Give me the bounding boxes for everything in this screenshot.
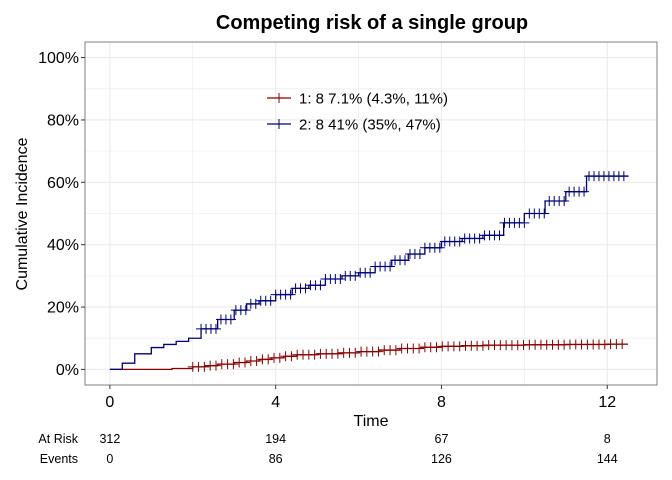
censor-mark [431,342,442,353]
x-axis: 0 4 8 12 [105,385,616,411]
risk-table-row-label: Events [40,452,78,466]
risk-table-value: 144 [597,452,618,466]
x-tick-label: 0 [105,394,114,411]
censor-mark [210,323,221,334]
censor-mark [617,339,628,350]
censor-mark [286,351,297,362]
censor-mark [251,355,262,366]
censor-mark [618,171,629,182]
censor-mark [373,346,384,357]
legend-label: 2: 8 41% (35%, 47%) [299,117,441,134]
risk-table-value: 0 [106,452,113,466]
y-tick-label: 40% [47,237,79,254]
x-axis-label: Time [354,413,389,430]
risk-table: At Risk 312 194 67 8 Events 0 86 126 144 [38,432,617,466]
y-tick-label: 20% [47,300,79,317]
censor-mark [434,242,445,253]
censor-mark [519,217,530,228]
y-tick-label: 0% [56,362,79,379]
censor-mark [399,255,410,266]
chart-title: Competing risk of a single group [216,12,528,34]
censor-mark [385,261,396,272]
censor-mark [477,340,488,351]
censor-mark [285,289,296,300]
y-axis-label: Cumulative Incidence [14,137,31,290]
legend: 1: 8 7.1% (4.3%, 11%) 2: 8 41% (35%, 47%) [267,91,448,134]
censor-mark [228,359,239,370]
y-tick-label: 80% [47,112,79,129]
x-tick-label: 8 [437,394,446,411]
censor-mark [274,352,285,363]
risk-table-value: 312 [99,432,120,446]
censor-mark [225,314,236,325]
censor-mark [365,267,376,278]
censor-mark [414,343,425,354]
censor-mark [265,295,276,306]
censor-mark [579,186,590,197]
y-tick-label: 60% [47,175,79,192]
plot-border [84,41,658,386]
x-tick-label: 4 [271,394,280,411]
censor-mark [454,341,465,352]
x-tick-label: 12 [598,394,616,411]
legend-label: 1: 8 7.1% (4.3%, 11%) [299,91,448,108]
risk-table-value: 194 [265,432,286,446]
censor-mark [199,361,210,372]
censor-mark [263,354,274,365]
risk-table-value: 67 [435,432,449,446]
censor-mark [239,357,250,368]
grid [85,42,657,385]
censor-mark [539,208,550,219]
censor-marks [187,171,629,372]
risk-table-value: 126 [431,452,452,466]
censor-mark [240,305,251,316]
risk-table-value: 86 [269,452,283,466]
censor-mark [332,348,343,359]
censor-mark [309,349,320,360]
risk-table-row-label: At Risk [38,432,78,446]
y-axis: 0% 20% 40% 60% 80% 100% [38,50,85,379]
censor-mark [390,345,401,356]
risk-table-value: 8 [604,432,611,446]
censor-mark [315,280,326,291]
censor-mark [210,360,221,371]
censor-mark [350,347,361,358]
censor-mark [559,196,570,207]
censor-mark [414,249,425,260]
censor-mark [494,230,505,241]
y-tick-label: 100% [38,50,79,67]
